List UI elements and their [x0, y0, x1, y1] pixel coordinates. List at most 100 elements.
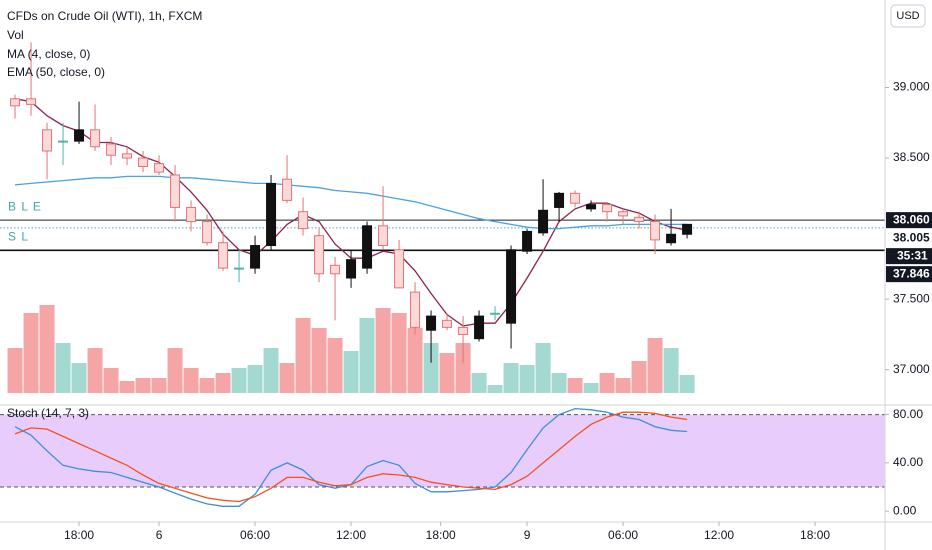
volume-bar: [615, 378, 631, 393]
volume-bar: [487, 385, 503, 393]
candle-body: [442, 319, 453, 328]
volume-bar: [167, 348, 183, 393]
candle-body: [586, 204, 597, 210]
y-tick-label: 40.00: [893, 455, 923, 469]
y-tick-label: 38.500: [893, 150, 930, 164]
volume-bar: [23, 313, 39, 393]
legend: CFDs on Crude Oil (WTI), 1h, FXCM Vol MA…: [7, 9, 202, 420]
volume-bar: [231, 368, 247, 393]
candle-body: [298, 211, 309, 230]
candle-body: [234, 267, 245, 270]
volume-bar: [119, 381, 135, 393]
volume-bar: [7, 348, 23, 393]
countdown-label: 35:31: [897, 248, 928, 262]
candle-body: [378, 225, 389, 247]
volume-bar: [295, 318, 311, 393]
candle-body: [362, 225, 373, 269]
candle-body: [74, 129, 85, 142]
plot-area: [0, 42, 885, 507]
candle-body: [522, 230, 533, 252]
volume-bar: [311, 328, 327, 393]
x-tick-label: 06:00: [240, 528, 270, 542]
volume-bar: [263, 348, 279, 393]
price-tag: [886, 266, 932, 283]
volume-bar: [359, 318, 375, 393]
volume-bar: [183, 368, 199, 393]
countdown-tag: [886, 248, 932, 265]
y-tick-label: 0.00: [893, 503, 917, 517]
candle-body: [250, 245, 261, 269]
price-tag: [886, 212, 932, 229]
legend-entry: Stoch (14, 7, 3): [7, 406, 89, 420]
y-tick-label: 80.00: [893, 407, 923, 421]
candle-body: [490, 312, 501, 315]
volume-bar: [55, 343, 71, 393]
volume-bar: [647, 338, 663, 393]
volume-bar: [247, 365, 263, 393]
volume-bar: [39, 305, 55, 393]
currency-button[interactable]: [890, 4, 926, 28]
legend-entry: MA (4, close, 0): [7, 47, 90, 61]
volume-bar: [375, 308, 391, 393]
candle-body: [170, 174, 181, 208]
candle-body: [42, 129, 53, 152]
volume-bar: [679, 375, 695, 393]
volume-bar: [599, 373, 615, 393]
level-label: B L E: [8, 199, 42, 213]
y-tick-label: 37.000: [893, 362, 930, 376]
legend-entry: Vol: [7, 28, 24, 42]
candle-body: [506, 249, 517, 324]
candle-body: [346, 259, 357, 279]
candle-body: [90, 129, 101, 148]
candle-body: [426, 315, 437, 331]
candle-body: [202, 221, 213, 244]
price-tag-label: 38.005: [893, 230, 930, 244]
volume-bar: [551, 373, 567, 393]
volume-bar: [71, 363, 87, 393]
indicator-line: [14, 175, 688, 230]
x-tick-label: 6: [156, 528, 163, 542]
candle-body: [602, 204, 613, 213]
y-tick-label: 39.000: [893, 80, 930, 94]
level-label: S L: [8, 230, 29, 244]
volume-bar: [455, 343, 471, 393]
candle-body: [154, 163, 165, 173]
volume-bar: [87, 348, 103, 393]
currency-label[interactable]: USD: [896, 10, 919, 22]
volume-bar: [631, 361, 647, 393]
candle-body: [122, 153, 133, 159]
candle-body: [618, 211, 629, 217]
price-tag-label: 37.846: [893, 266, 930, 280]
volume-bar: [327, 338, 343, 393]
legend-entry: EMA (50, close, 0): [7, 65, 105, 79]
candle-body: [634, 216, 645, 223]
x-tick-label: 12:00: [336, 528, 366, 542]
x-tick-label: 18:00: [64, 528, 94, 542]
x-tick-label: 06:00: [608, 528, 638, 542]
candle-body: [538, 209, 549, 234]
volume-bar: [151, 378, 167, 393]
candle-body: [10, 98, 21, 107]
candle-body: [186, 206, 197, 223]
candle-body: [666, 233, 677, 244]
candle-body: [138, 157, 149, 168]
candle-body: [330, 264, 341, 275]
volume-bar: [519, 365, 535, 393]
candle-body: [106, 143, 117, 156]
candle-body: [218, 242, 229, 269]
candle-body: [458, 326, 469, 335]
candle-body: [282, 178, 293, 201]
volume-bar: [407, 328, 423, 393]
volume-bar: [503, 363, 519, 393]
candle-body: [474, 315, 485, 340]
price-tag: [886, 230, 932, 247]
volume-bar: [535, 343, 551, 393]
candle-body: [410, 291, 421, 328]
candle-body: [554, 192, 565, 208]
x-tick-label: 18:00: [426, 528, 456, 542]
x-tick-label: 18:00: [800, 528, 830, 542]
volume-bar: [215, 373, 231, 393]
volume-bar: [583, 383, 599, 393]
volume-bar: [471, 373, 487, 393]
